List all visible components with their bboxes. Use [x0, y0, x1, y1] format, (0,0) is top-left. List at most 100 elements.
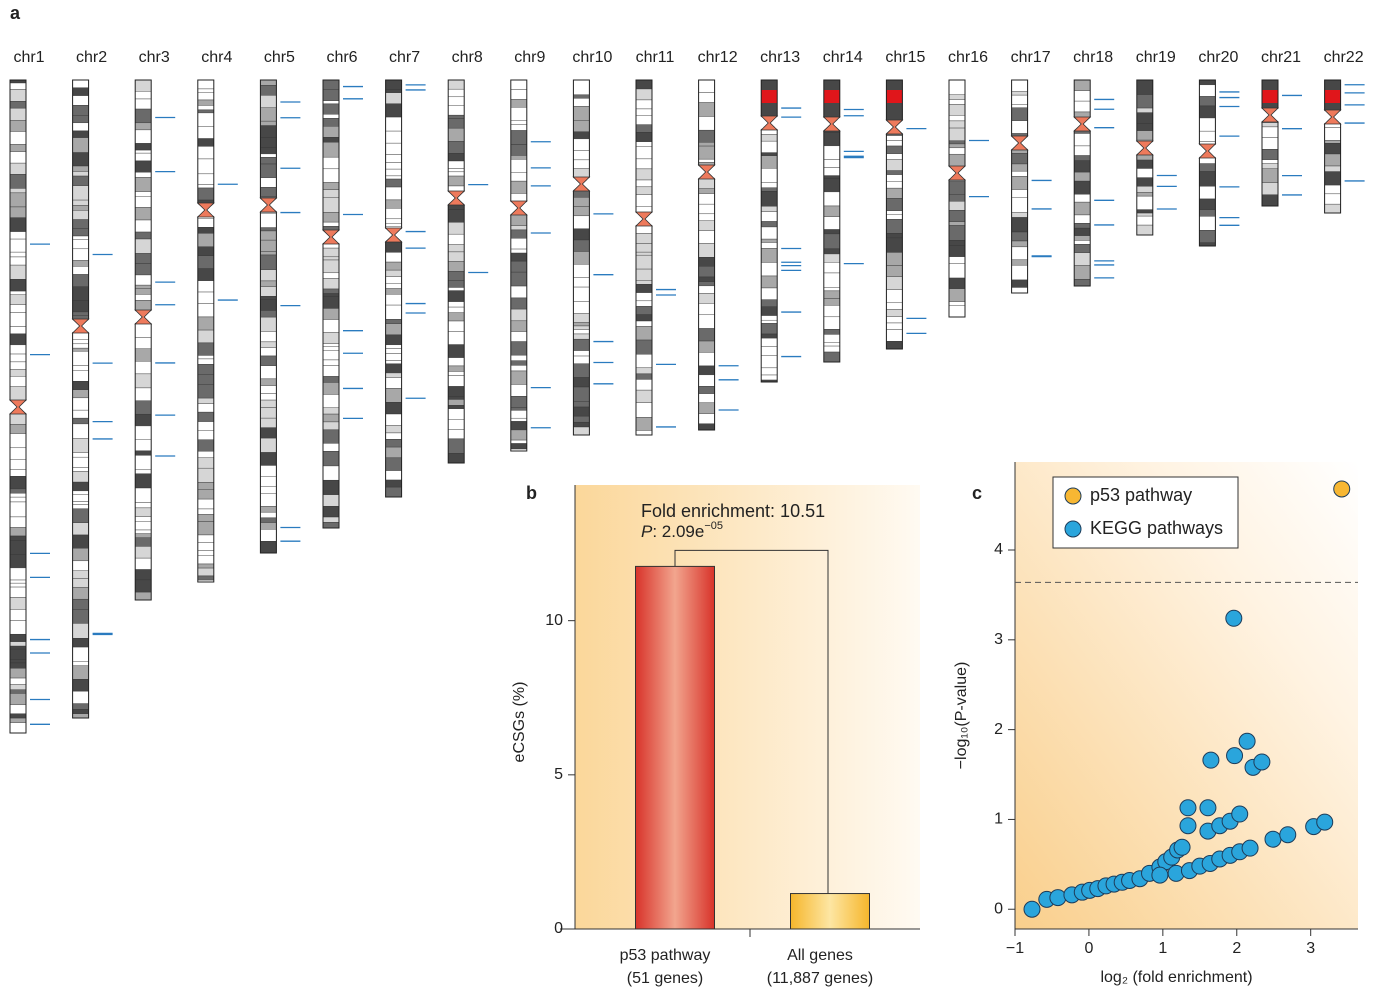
band — [1011, 91, 1028, 96]
satellite — [823, 90, 840, 103]
band — [260, 378, 277, 386]
band — [823, 351, 840, 363]
band — [761, 242, 778, 249]
band — [510, 248, 527, 254]
band — [761, 319, 778, 324]
band — [322, 359, 340, 366]
band — [823, 178, 840, 193]
band — [9, 369, 27, 377]
band — [698, 203, 715, 215]
band — [72, 370, 89, 382]
panel-label: b — [526, 483, 537, 503]
band — [322, 142, 340, 158]
chromosome-label: chr6 — [326, 49, 357, 66]
centromere-gap — [635, 212, 643, 226]
band — [1073, 145, 1091, 156]
band — [322, 156, 340, 170]
band — [948, 221, 966, 226]
centromere-gap — [697, 165, 706, 179]
band — [635, 141, 653, 147]
band — [197, 184, 215, 189]
band — [573, 264, 590, 278]
band — [635, 389, 653, 403]
band — [197, 555, 215, 565]
band — [72, 130, 89, 138]
band — [260, 316, 277, 332]
band — [9, 353, 27, 363]
band — [322, 346, 340, 351]
band — [134, 373, 152, 389]
band — [72, 638, 89, 648]
band — [260, 107, 277, 122]
band — [72, 665, 89, 680]
band — [823, 248, 840, 255]
band — [823, 290, 840, 299]
band — [72, 339, 89, 345]
band — [573, 363, 590, 378]
band — [948, 140, 966, 145]
band — [260, 493, 277, 507]
band — [448, 396, 465, 400]
band — [698, 352, 715, 367]
band — [197, 482, 215, 490]
band — [134, 348, 152, 362]
centromere-gap — [572, 177, 581, 191]
band — [322, 332, 340, 344]
chromosome-label: chr17 — [1011, 49, 1051, 66]
band — [385, 334, 402, 346]
band — [322, 79, 340, 90]
band — [9, 496, 27, 503]
chromosome-label: chr20 — [1198, 49, 1238, 66]
band — [134, 284, 152, 289]
chromosome-label: chr12 — [698, 49, 738, 66]
band — [385, 154, 402, 163]
band — [9, 501, 27, 518]
band — [573, 338, 590, 351]
chromosome-label: chr13 — [760, 49, 800, 66]
band — [448, 280, 465, 288]
band — [1261, 122, 1279, 128]
centromere-gap — [332, 230, 340, 244]
band — [1199, 209, 1216, 217]
band — [761, 287, 778, 300]
band — [72, 239, 89, 250]
band — [134, 238, 152, 254]
band — [1136, 123, 1154, 131]
band — [448, 312, 465, 322]
centromere-gap — [582, 177, 591, 191]
band — [1136, 79, 1154, 95]
band — [9, 492, 27, 498]
band — [573, 322, 590, 327]
annotation-part: −05 — [704, 520, 723, 532]
x-tick-note: (51 genes) — [627, 970, 704, 987]
band — [448, 365, 465, 372]
centromere-gap — [19, 400, 27, 414]
band — [197, 374, 215, 385]
band — [1199, 130, 1216, 142]
band — [448, 209, 465, 223]
centromere — [948, 165, 966, 181]
band — [635, 108, 653, 116]
band — [448, 306, 465, 313]
band — [72, 504, 89, 509]
band — [197, 92, 215, 101]
band — [761, 168, 778, 183]
band — [72, 171, 89, 177]
band — [761, 337, 778, 347]
band — [573, 79, 590, 96]
band — [1073, 201, 1091, 216]
chromosome-label: chr21 — [1261, 49, 1301, 66]
band — [886, 219, 903, 234]
band — [635, 354, 653, 369]
band — [72, 95, 89, 106]
band — [260, 95, 277, 108]
band — [134, 253, 152, 264]
band — [9, 582, 27, 588]
band — [197, 255, 215, 269]
x-tick-label: 1 — [1158, 940, 1167, 957]
band — [573, 98, 590, 107]
band — [510, 124, 527, 131]
band — [698, 293, 715, 304]
bar — [790, 893, 870, 930]
band — [72, 286, 89, 301]
